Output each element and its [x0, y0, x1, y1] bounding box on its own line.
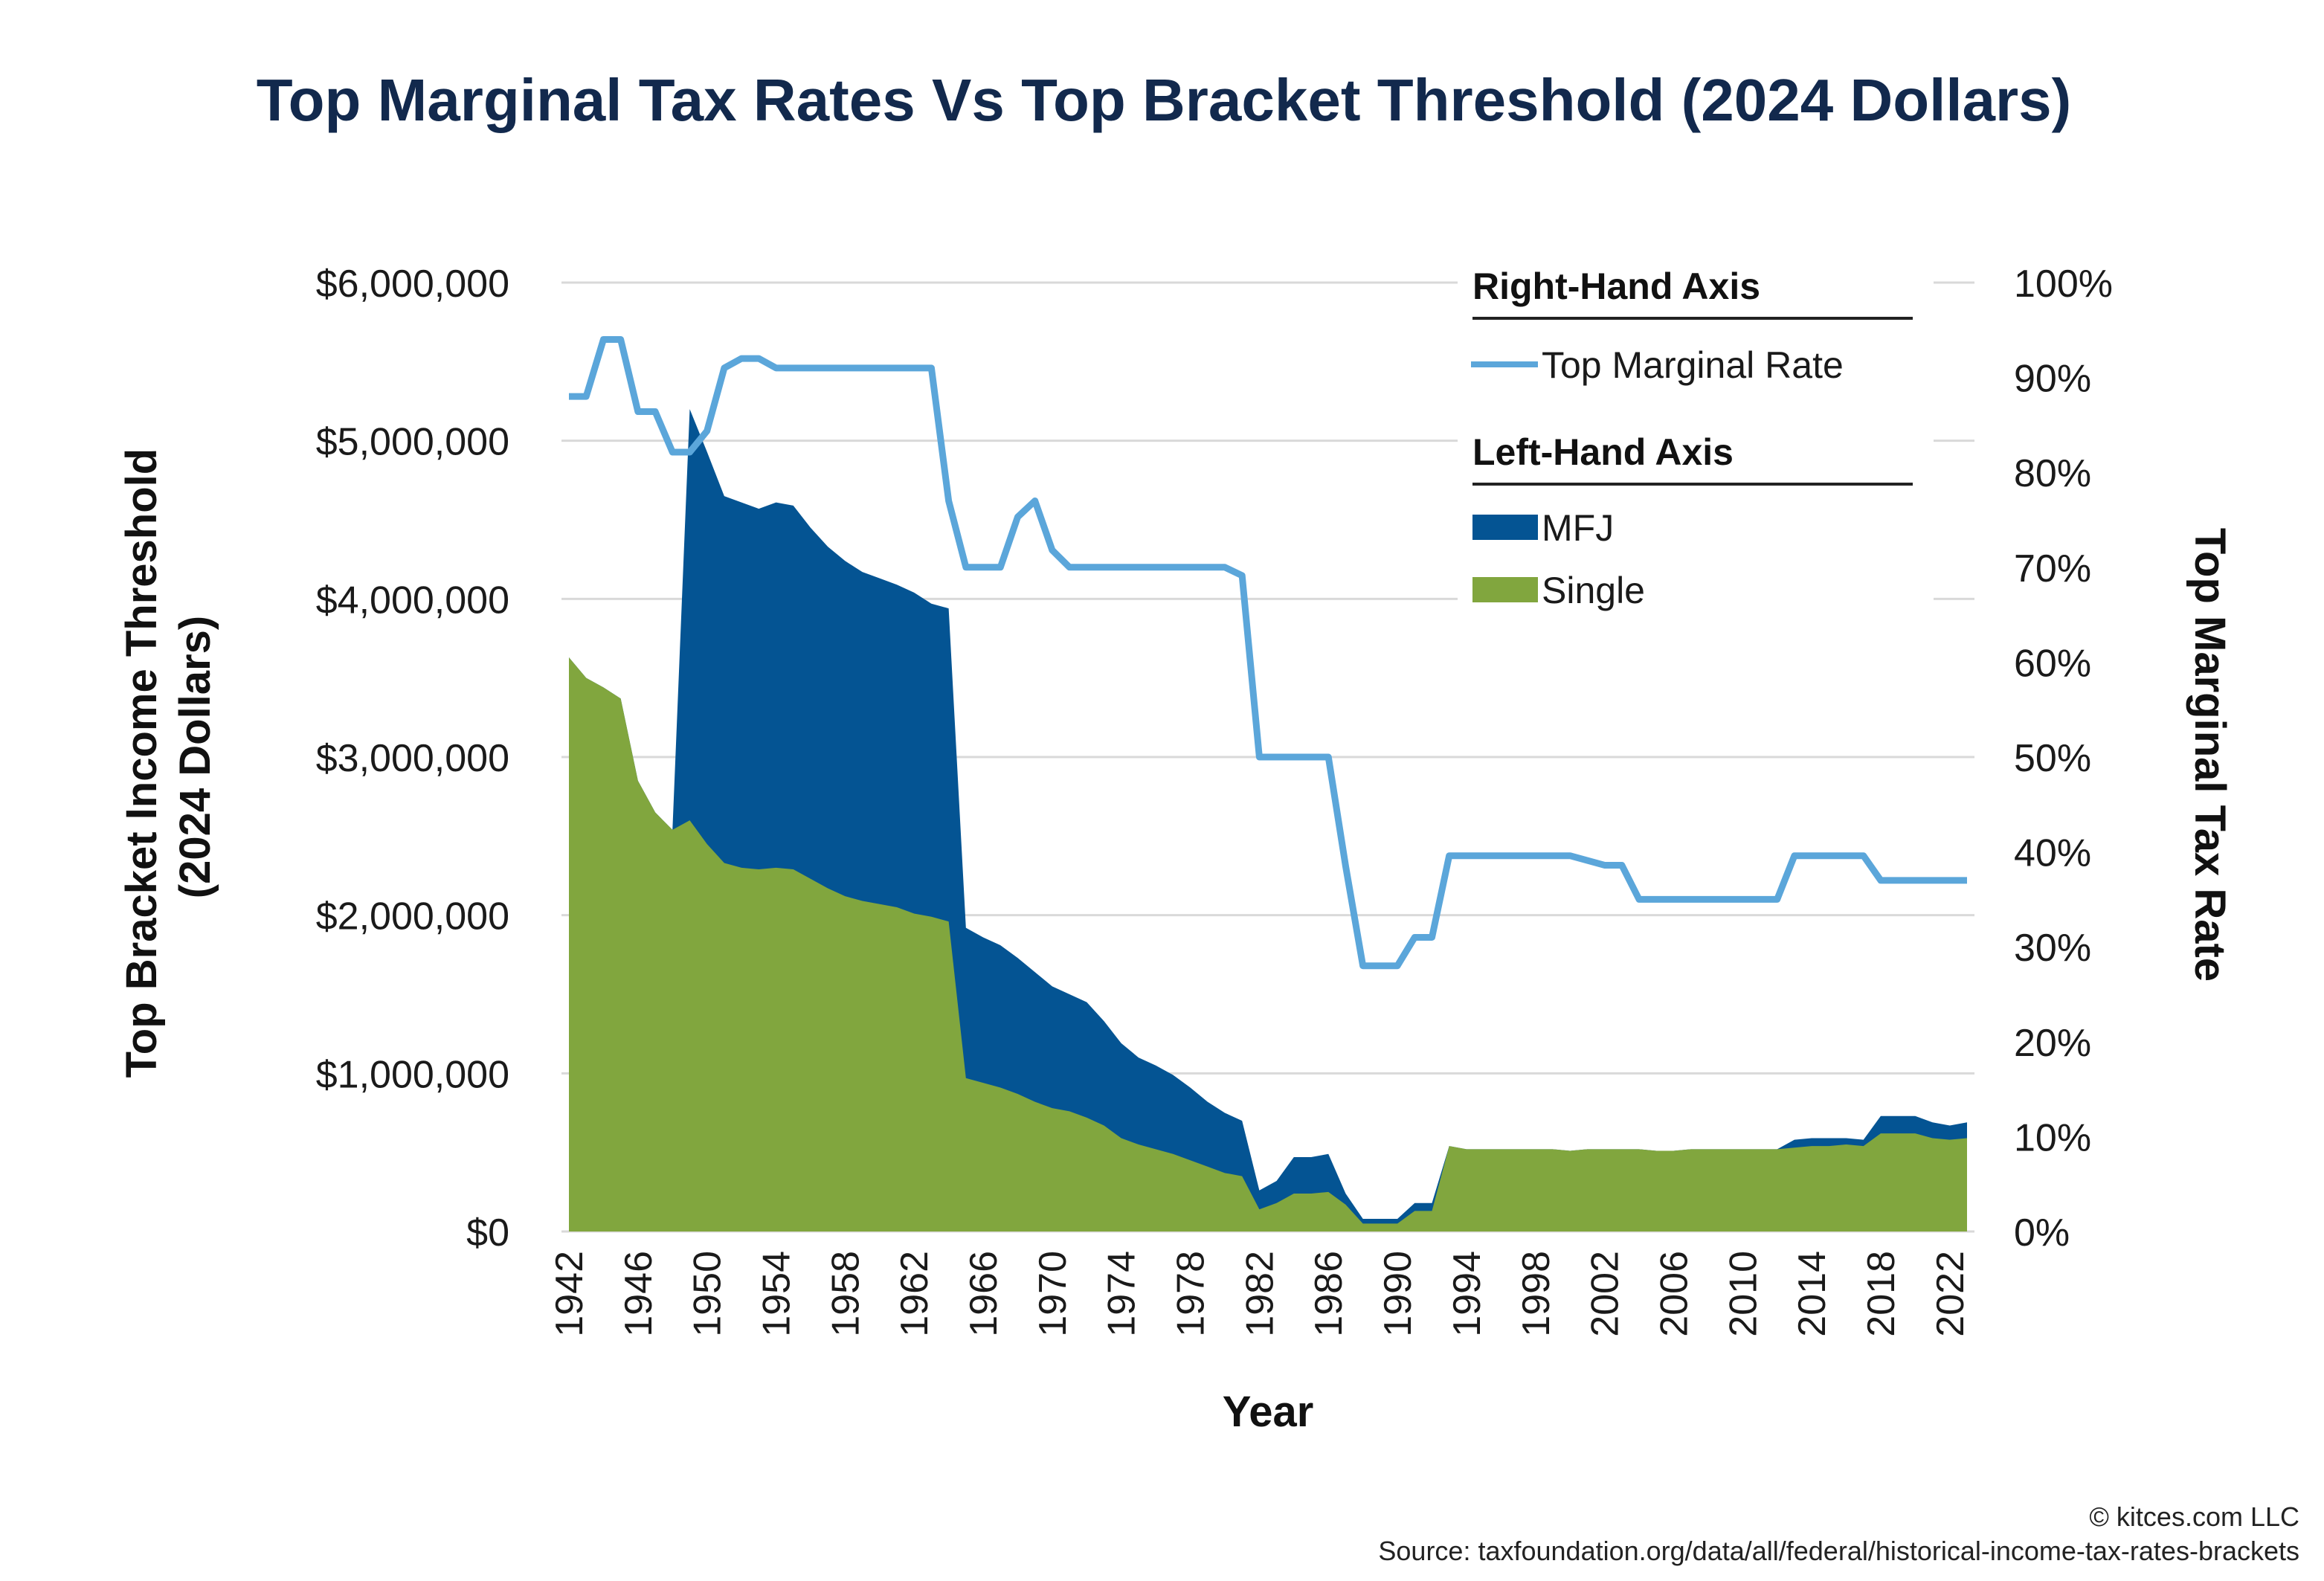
left-y-tick-label: $2,000,000	[316, 895, 509, 938]
x-tick-label: 1950	[686, 1251, 730, 1337]
single-area	[569, 657, 1967, 1231]
right-y-tick-label: 30%	[2014, 927, 2091, 970]
legend-rate-label: Top Marginal Rate	[1542, 344, 1844, 386]
x-tick-label: 1974	[1101, 1251, 1144, 1337]
left-y-tick-label: $3,000,000	[316, 737, 509, 780]
x-tick-label: 1970	[1031, 1251, 1075, 1337]
right-y-tick-label: 40%	[2014, 832, 2091, 875]
x-tick-label: 1958	[824, 1251, 867, 1337]
x-tick-label: 1966	[962, 1251, 1005, 1337]
right-axis-ticks: 0% 10% 20% 30% 40% 50% 60% 70% 80% 90% 100%	[2014, 263, 2113, 1255]
left-y-tick-label: $0	[466, 1211, 509, 1255]
x-tick-label: 1994	[1446, 1251, 1489, 1337]
left-axis-title-line1: Top Bracket Income Threshold	[118, 448, 166, 1078]
x-axis-title: Year	[1223, 1388, 1314, 1436]
legend-single-swatch	[1472, 577, 1538, 602]
top-marginal-rate-line	[569, 336, 1967, 970]
left-y-tick-label: $1,000,000	[316, 1053, 509, 1096]
x-tick-label: 2006	[1652, 1251, 1696, 1337]
right-y-tick-label: 70%	[2014, 547, 2091, 590]
left-y-tick-label: $4,000,000	[316, 579, 509, 622]
legend-single-label: Single	[1542, 570, 1645, 611]
right-y-tick-label: 0%	[2014, 1211, 2070, 1255]
x-tick-label: 1946	[617, 1251, 660, 1337]
x-tick-label: 1942	[548, 1251, 591, 1337]
x-tick-label: 1982	[1238, 1251, 1281, 1337]
right-axis-title: Top Marginal Tax Rate	[2186, 528, 2234, 982]
plot-areas	[569, 409, 1967, 1232]
right-y-tick-label: 60%	[2014, 642, 2091, 685]
legend-right-axis-header: Right-Hand Axis	[1472, 265, 1760, 307]
chart-title: Top Marginal Tax Rates Vs Top Bracket Th…	[257, 67, 2072, 133]
x-tick-label: 2018	[1860, 1251, 1903, 1337]
legend-mfj-swatch	[1472, 515, 1538, 540]
left-axis-ticks: $0 $1,000,000 $2,000,000 $3,000,000 $4,000,0…	[316, 263, 509, 1255]
left-y-tick-label: $6,000,000	[316, 263, 509, 306]
x-tick-label: 2014	[1791, 1251, 1834, 1337]
x-tick-label: 2022	[1929, 1251, 1972, 1337]
x-tick-label: 1954	[756, 1251, 799, 1337]
right-y-tick-label: 100%	[2014, 263, 2113, 306]
x-tick-label: 1990	[1377, 1251, 1420, 1337]
x-axis-ticks: 1942 1946 1950 1954 1958 1962 1966 1970 1974 1978…	[548, 1251, 1972, 1337]
right-y-tick-label: 50%	[2014, 737, 2091, 780]
x-tick-label: 1986	[1307, 1251, 1351, 1337]
plot-lines	[569, 336, 1967, 970]
right-y-tick-label: 20%	[2014, 1022, 2091, 1065]
footer-copyright: © kitces.com LLC	[2089, 1501, 2299, 1532]
footer-source: Source: taxfoundation.org/data/all/feder…	[1378, 1536, 2299, 1566]
x-tick-label: 1998	[1515, 1251, 1558, 1337]
x-tick-label: 2002	[1584, 1251, 1627, 1337]
left-axis-title-line2: (2024 Dollars)	[171, 616, 219, 898]
left-axis-title: Top Bracket Income Threshold (2024 Dolla…	[118, 437, 219, 1078]
x-tick-label: 1978	[1170, 1251, 1213, 1337]
right-y-tick-label: 80%	[2014, 452, 2091, 495]
legend: Right-Hand Axis Top Marginal Rate Left-H…	[1458, 257, 1934, 621]
x-tick-label: 2010	[1722, 1251, 1765, 1337]
x-tick-label: 1962	[893, 1251, 936, 1337]
legend-left-axis-header: Left-Hand Axis	[1472, 431, 1734, 473]
right-y-tick-label: 10%	[2014, 1116, 2091, 1159]
left-y-tick-label: $5,000,000	[316, 421, 509, 464]
right-y-tick-label: 90%	[2014, 358, 2091, 401]
legend-mfj-label: MFJ	[1542, 507, 1614, 549]
